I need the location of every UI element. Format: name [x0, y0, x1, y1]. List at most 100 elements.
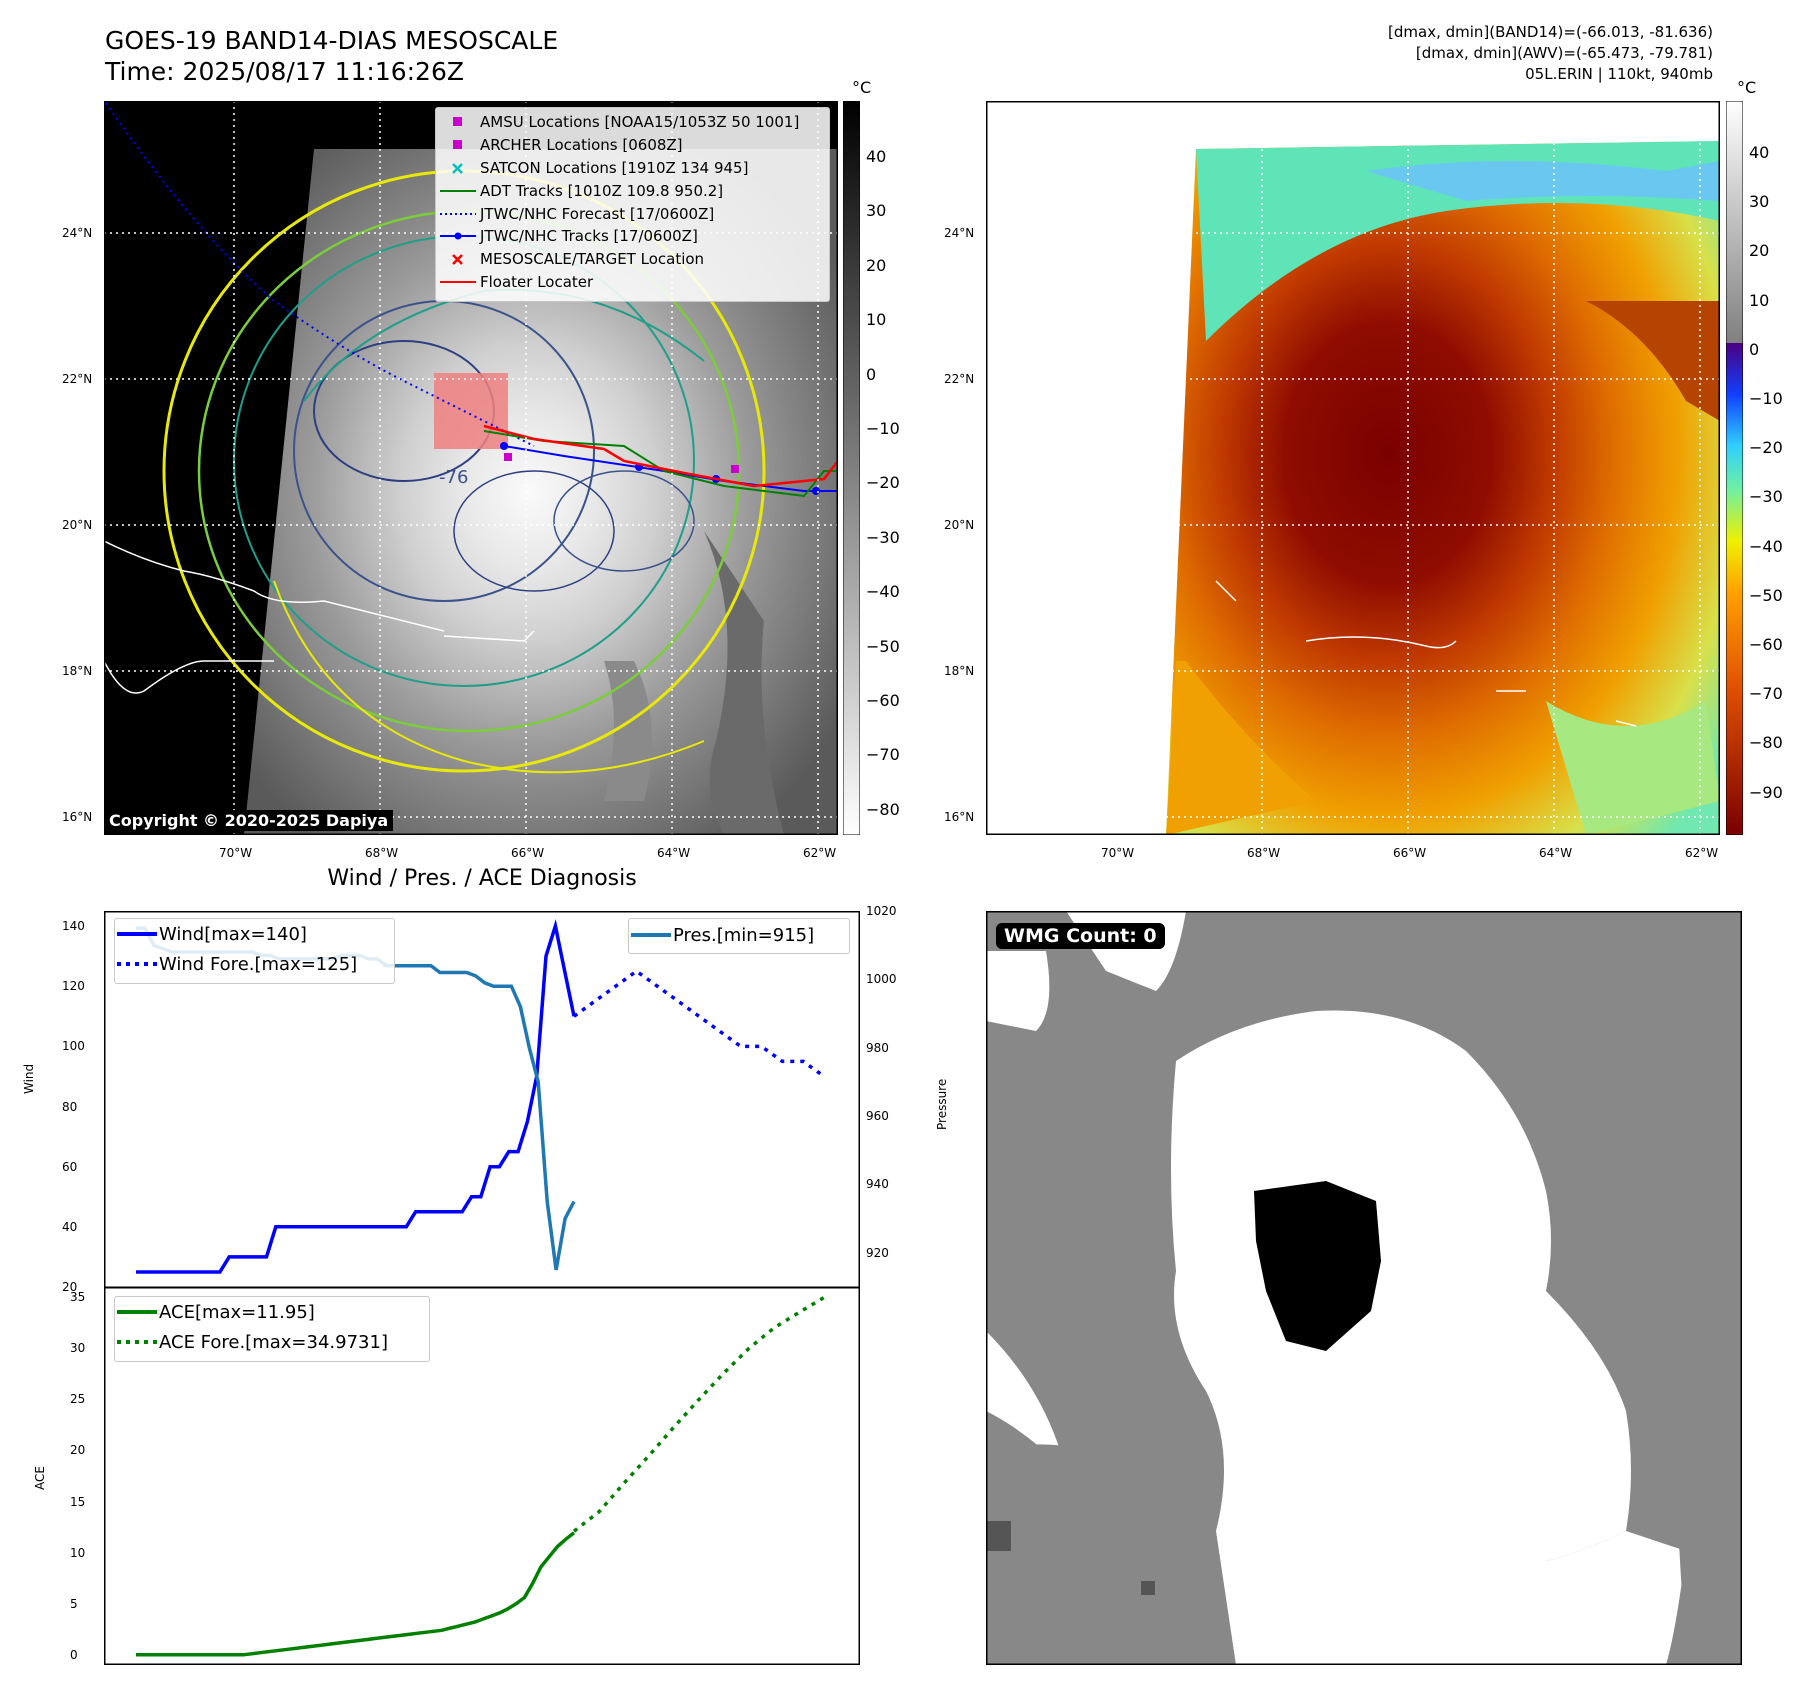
lon-label: 62°W [1685, 846, 1719, 860]
wmg-panel [986, 911, 1742, 1665]
colorbar-tick: −80 [1749, 733, 1783, 753]
lon-label: 68°W [1247, 846, 1281, 860]
pressure-tick: 980 [866, 1040, 889, 1055]
lat-label: 20°N [62, 518, 93, 532]
pressure-tick: 920 [866, 1245, 889, 1260]
series-line-0 [136, 919, 576, 1274]
lon-label: 62°W [803, 846, 837, 860]
legend-entry: Floater Locater [436, 271, 829, 294]
legend-ace-forecast: ACE Fore.[max=34.9731] [159, 1331, 388, 1353]
colorbar-tick: −20 [1749, 438, 1783, 458]
ace-tick: 25 [70, 1392, 86, 1407]
ace-tick: 10 [70, 1545, 86, 1560]
series-line-1 [572, 969, 826, 1078]
legend-entry: AMSU Locations [NOAA15/1053Z 50 1001] [436, 111, 829, 134]
wind-tick: 80 [62, 1099, 78, 1114]
contour-label: -76 [439, 467, 468, 488]
colorbar-tick: −10 [1749, 389, 1783, 408]
colorbar-tick: −30 [866, 527, 900, 547]
colorbar-tick: −70 [866, 745, 900, 765]
colorbar-tick: −20 [866, 473, 900, 493]
ace-axis-label: ACE [33, 1466, 47, 1490]
lon-label: 70°W [219, 846, 253, 860]
lon-label: 64°W [657, 846, 691, 860]
colorbar-tick: 0 [866, 364, 877, 384]
ace-tick: 5 [70, 1596, 78, 1611]
lat-label: 20°N [944, 518, 975, 532]
legend-ace: ACE[max=11.95] [159, 1301, 315, 1323]
wind-tick: 20 [62, 1280, 78, 1294]
colorbar-tick: 0 [1749, 339, 1760, 359]
colorbar-tick: −60 [866, 691, 900, 710]
lon-label: 66°W [1393, 846, 1427, 860]
colorbar-tick: −50 [1749, 585, 1783, 605]
grayscale-colorbar [843, 101, 860, 835]
legend-label: ARCHER Locations [0608Z] [480, 136, 683, 155]
legend-label: JTWC/NHC Tracks [17/0600Z] [480, 227, 698, 246]
pressure-tick: 1020 [866, 904, 897, 918]
ace-series-line-1 [572, 1295, 825, 1533]
legend-entry: JTWC/NHC Tracks [17/0600Z] [436, 225, 829, 248]
ace-tick: 30 [70, 1341, 86, 1356]
ace-series-line-0 [136, 1531, 576, 1657]
colorbar-tick: 10 [1749, 290, 1770, 310]
legend-entry: SATCON Locations [1910Z 134 945] [436, 157, 829, 180]
wind-tick: 140 [62, 919, 85, 934]
colorbar-unit-left: °C [852, 78, 872, 97]
legend-entry: JTWC/NHC Forecast [17/0600Z] [436, 202, 829, 225]
colorbar-tick: −70 [1749, 684, 1783, 704]
lat-label: 22°N [944, 372, 975, 386]
colorbar-unit-right: °C [1737, 78, 1757, 97]
lon-label: 66°W [511, 846, 545, 860]
wind-tick: 100 [62, 1039, 85, 1054]
legend-entry: MESOSCALE/TARGET Location [436, 248, 829, 271]
ace-tick: 0 [70, 1647, 78, 1662]
wmg-count-badge: WMG Count: 0 [996, 923, 1165, 949]
lat-label: 22°N [62, 372, 93, 386]
color-map-panel [986, 101, 1720, 835]
stats-band14: [dmax, dmin](BAND14)=(-66.013, -81.636) [1388, 23, 1713, 41]
lat-label: 18°N [944, 664, 975, 678]
colorbar-tick: −40 [1749, 536, 1783, 556]
pressure-tick: 940 [866, 1177, 889, 1192]
wind-axis-label: Wind [22, 1063, 36, 1094]
legend-entry: ADT Tracks [1010Z 109.8 950.2] [436, 179, 829, 202]
colorbar-tick: 30 [1749, 192, 1770, 212]
pressure-axis-label: Pressure [935, 1078, 949, 1130]
wind-legend: Wind[max=140] Wind Fore.[max=125] [114, 918, 395, 984]
storm-info: 05L.ERIN | 110kt, 940mb [1525, 65, 1713, 83]
colorbar-tick: −90 [1749, 782, 1783, 802]
lon-label: 68°W [365, 846, 399, 860]
map-legend: AMSU Locations [NOAA15/1053Z 50 1001] ARC… [435, 107, 830, 302]
wind-tick: 40 [62, 1219, 78, 1234]
wind-tick: 120 [62, 979, 85, 994]
legend-label: ADT Tracks [1010Z 109.8 950.2] [480, 181, 724, 200]
colorbar-tick: −60 [1749, 635, 1783, 654]
pressure-legend: Pres.[min=915] [628, 918, 850, 954]
colorbar-tick: 40 [866, 147, 887, 166]
colorbar-tick: 20 [866, 255, 887, 275]
lat-label: 24°N [62, 226, 93, 240]
colorbar-tick: 10 [866, 310, 887, 330]
lat-label: 24°N [944, 226, 975, 240]
colorbar-tick: 30 [866, 201, 887, 221]
pressure-tick: 960 [866, 1109, 889, 1124]
colorbar-tick: −50 [866, 636, 900, 656]
timestamp: Time: 2025/08/17 11:16:26Z [105, 57, 464, 86]
legend-wind-forecast: Wind Fore.[max=125] [159, 953, 358, 975]
lat-label: 18°N [62, 664, 93, 678]
color-colorbar [1726, 101, 1743, 835]
colorbar-tick: 20 [1749, 241, 1770, 261]
colorbar-tick: −30 [1749, 487, 1783, 507]
legend-label: MESOSCALE/TARGET Location [480, 250, 705, 269]
legend-wind: Wind[max=140] [159, 923, 307, 945]
lon-label: 64°W [1539, 846, 1573, 860]
ace-tick: 15 [70, 1494, 86, 1509]
legend-label: Floater Locater [480, 272, 594, 291]
colorbar-tick: −80 [866, 799, 900, 819]
main-title: GOES-19 BAND14-DIAS MESOSCALE [105, 26, 559, 55]
copyright: Copyright © 2020-2025 Dapiya [104, 810, 394, 831]
legend-label: JTWC/NHC Forecast [17/0600Z] [480, 204, 715, 223]
wind-tick: 60 [62, 1159, 78, 1174]
colorbar-tick: −40 [866, 582, 900, 602]
